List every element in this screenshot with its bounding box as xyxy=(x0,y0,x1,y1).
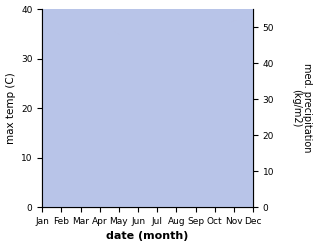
Y-axis label: max temp (C): max temp (C) xyxy=(5,72,16,144)
Y-axis label: med. precipitation
(kg/m2): med. precipitation (kg/m2) xyxy=(291,63,313,153)
X-axis label: date (month): date (month) xyxy=(107,231,189,242)
